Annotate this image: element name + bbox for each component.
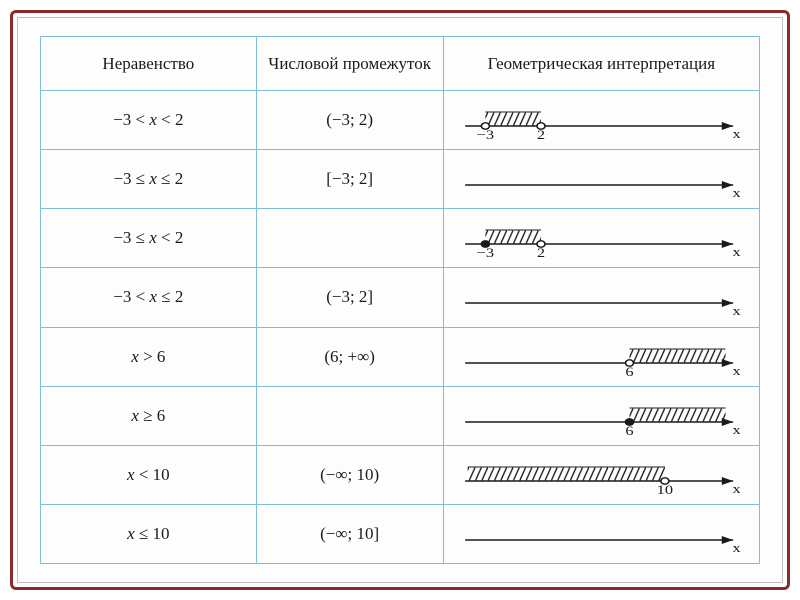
cell-interval: (6; +∞) bbox=[256, 327, 443, 386]
cell-interval: (−3; 2) bbox=[256, 91, 443, 150]
cell-inequality: x ≥ 6 bbox=[41, 386, 257, 445]
cell-interval: (−∞; 10] bbox=[256, 504, 443, 563]
number-line: 10 x bbox=[450, 453, 753, 497]
cell-inequality: −3 < x < 2 bbox=[41, 91, 257, 150]
svg-text:x: x bbox=[732, 364, 741, 378]
inequality-table: Неравенство Числовой промежуток Геометри… bbox=[40, 36, 760, 564]
inner-panel: Неравенство Числовой промежуток Геометри… bbox=[17, 17, 783, 583]
svg-text:x: x bbox=[732, 482, 741, 496]
number-line: x bbox=[450, 157, 753, 201]
svg-text:−3: −3 bbox=[476, 247, 493, 261]
svg-text:x: x bbox=[732, 423, 741, 437]
cell-geom: 6x bbox=[443, 327, 759, 386]
cell-inequality: x ≤ 10 bbox=[41, 504, 257, 563]
outer-frame: Неравенство Числовой промежуток Геометри… bbox=[0, 0, 800, 600]
table-row: x < 10(−∞; 10) 10 x bbox=[41, 445, 760, 504]
svg-text:6: 6 bbox=[625, 424, 633, 438]
svg-text:x: x bbox=[732, 246, 741, 260]
table-row: −3 ≤ x < 2 −3 2 x bbox=[41, 209, 760, 268]
table-row: x > 6(6; +∞)6x bbox=[41, 327, 760, 386]
svg-text:x: x bbox=[732, 128, 741, 142]
table-row: x ≤ 10(−∞; 10] x bbox=[41, 504, 760, 563]
table-row: x ≥ 66x bbox=[41, 386, 760, 445]
cell-geom: −3 2 x bbox=[443, 91, 759, 150]
cell-interval: (−3; 2] bbox=[256, 268, 443, 327]
number-line: x bbox=[450, 275, 753, 319]
cell-inequality: −3 ≤ x < 2 bbox=[41, 209, 257, 268]
svg-text:10: 10 bbox=[656, 483, 672, 497]
svg-text:2: 2 bbox=[537, 247, 545, 261]
cell-geom: x bbox=[443, 150, 759, 209]
cell-inequality: −3 ≤ x ≤ 2 bbox=[41, 150, 257, 209]
number-line: 6x bbox=[450, 335, 753, 379]
cell-geom: x bbox=[443, 504, 759, 563]
svg-text:2: 2 bbox=[537, 129, 545, 143]
cell-geom: x bbox=[443, 268, 759, 327]
cell-inequality: x > 6 bbox=[41, 327, 257, 386]
svg-text:x: x bbox=[732, 305, 741, 319]
svg-text:6: 6 bbox=[625, 365, 633, 379]
red-border: Неравенство Числовой промежуток Геометри… bbox=[10, 10, 790, 590]
number-line: x bbox=[450, 512, 753, 556]
svg-text:x: x bbox=[732, 541, 741, 555]
svg-text:−3: −3 bbox=[476, 129, 493, 143]
cell-inequality: −3 < x ≤ 2 bbox=[41, 268, 257, 327]
header-row: Неравенство Числовой промежуток Геометри… bbox=[41, 37, 760, 91]
cell-interval: [−3; 2] bbox=[256, 150, 443, 209]
cell-geom: 10 x bbox=[443, 445, 759, 504]
header-inequality: Неравенство bbox=[41, 37, 257, 91]
number-line: 6x bbox=[450, 394, 753, 438]
svg-text:x: x bbox=[732, 187, 741, 201]
number-line: −3 2 x bbox=[450, 98, 753, 142]
cell-interval: (−∞; 10) bbox=[256, 445, 443, 504]
cell-inequality: x < 10 bbox=[41, 445, 257, 504]
cell-interval bbox=[256, 386, 443, 445]
cell-geom: 6x bbox=[443, 386, 759, 445]
table-row: −3 < x < 2(−3; 2) −3 2 x bbox=[41, 91, 760, 150]
number-line: −3 2 x bbox=[450, 216, 753, 260]
header-interval: Числовой промежуток bbox=[256, 37, 443, 91]
header-geom: Геометрическая интерпретация bbox=[443, 37, 759, 91]
cell-geom: −3 2 x bbox=[443, 209, 759, 268]
table-row: −3 ≤ x ≤ 2[−3; 2] x bbox=[41, 150, 760, 209]
table-row: −3 < x ≤ 2(−3; 2] x bbox=[41, 268, 760, 327]
cell-interval bbox=[256, 209, 443, 268]
